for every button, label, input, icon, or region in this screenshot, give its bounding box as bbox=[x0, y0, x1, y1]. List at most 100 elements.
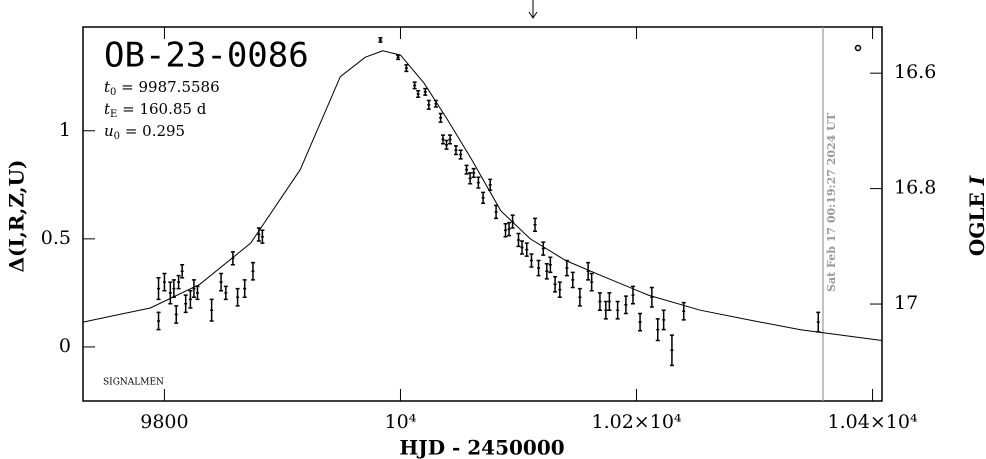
error-bar bbox=[516, 232, 521, 248]
error-bar bbox=[209, 298, 214, 322]
error-bar bbox=[188, 289, 193, 309]
param-text: = 160.85 d bbox=[117, 100, 206, 118]
param-line: u0 = 0.295 bbox=[104, 122, 185, 142]
error-bar bbox=[195, 285, 200, 301]
symbol-marker bbox=[854, 44, 862, 52]
error-bar bbox=[623, 295, 628, 315]
error-bar bbox=[541, 241, 546, 256]
param-symbol: t bbox=[104, 78, 111, 96]
error-bar bbox=[597, 292, 602, 311]
y-tick-label: 1 bbox=[59, 119, 71, 141]
error-bar bbox=[503, 222, 508, 238]
x-tick-label: 1.04×10⁴ bbox=[828, 411, 918, 433]
error-bar bbox=[655, 318, 660, 342]
error-bar bbox=[638, 312, 643, 332]
error-bar bbox=[458, 149, 463, 160]
error-bar bbox=[529, 253, 534, 268]
error-bar bbox=[404, 64, 409, 73]
error-bar bbox=[423, 87, 428, 96]
error-bar bbox=[577, 287, 582, 307]
x-tick-label: 10⁴ bbox=[385, 411, 417, 433]
error-bar bbox=[171, 279, 176, 298]
error-bar bbox=[448, 134, 453, 145]
error-bar bbox=[507, 221, 512, 237]
error-bar bbox=[615, 300, 620, 320]
param-line: tE = 160.85 d bbox=[104, 100, 207, 120]
y2-axis-title-text: OGLE bbox=[965, 192, 986, 256]
error-bar bbox=[440, 134, 445, 145]
chart-title: OB-23-0086 bbox=[104, 36, 309, 76]
error-bar bbox=[176, 274, 181, 290]
error-bar bbox=[471, 167, 476, 178]
x-tick-label: 1.02×10⁴ bbox=[592, 411, 682, 433]
error-bar bbox=[219, 272, 224, 292]
error-bar bbox=[488, 178, 493, 191]
error-bar bbox=[250, 261, 255, 281]
error-bar bbox=[438, 112, 443, 123]
y2-tick-label: 16.8 bbox=[894, 177, 936, 199]
error-bar bbox=[816, 311, 821, 333]
error-bar bbox=[494, 204, 499, 220]
error-bar bbox=[396, 54, 401, 61]
error-bar bbox=[510, 214, 515, 229]
y2-axis-title-band: I bbox=[965, 175, 986, 186]
error-bar bbox=[260, 229, 265, 244]
error-bar bbox=[433, 99, 438, 108]
y2-tick-label: 17 bbox=[894, 292, 918, 314]
error-bar bbox=[603, 300, 608, 320]
error-bar bbox=[235, 287, 240, 307]
error-bar bbox=[649, 286, 654, 308]
error-bar bbox=[481, 191, 486, 204]
error-bar bbox=[607, 292, 612, 311]
y2-axis-title: OGLE I bbox=[965, 175, 986, 256]
error-bar bbox=[586, 261, 591, 281]
error-bar bbox=[242, 279, 247, 298]
param-symbol: u bbox=[104, 122, 114, 140]
error-bar bbox=[183, 294, 188, 314]
param-sub: 0 bbox=[114, 131, 120, 142]
param-symbol: t bbox=[104, 100, 111, 118]
error-bar bbox=[156, 277, 161, 301]
error-bar bbox=[524, 242, 529, 257]
error-bar bbox=[533, 217, 538, 233]
arrow bbox=[528, 0, 538, 19]
error-bar bbox=[476, 176, 481, 189]
error-bar bbox=[444, 139, 449, 150]
plot-frame bbox=[82, 26, 883, 402]
error-bar bbox=[661, 309, 666, 331]
model-curve bbox=[82, 50, 883, 341]
error-bar bbox=[564, 259, 569, 277]
error-bar bbox=[681, 301, 686, 321]
timestamp: Sat Feb 17 00:19:27 2024 UT bbox=[825, 112, 838, 292]
error-bar bbox=[416, 90, 421, 99]
error-bar bbox=[468, 172, 473, 185]
error-bar bbox=[669, 334, 674, 367]
error-bar bbox=[630, 285, 635, 305]
error-bar bbox=[464, 164, 469, 175]
error-bar bbox=[191, 279, 196, 298]
error-bar bbox=[426, 99, 431, 110]
error-bar bbox=[156, 311, 161, 331]
param-text: = 9987.5586 bbox=[116, 78, 219, 96]
error-bar bbox=[174, 305, 179, 324]
y2-tick-label: 16.6 bbox=[894, 61, 936, 83]
x-axis-title: HJD - 2450000 bbox=[399, 436, 564, 459]
y-axis-title: Δ(I,R,Z,U) bbox=[5, 160, 29, 273]
error-bar bbox=[557, 281, 562, 298]
error-bar bbox=[256, 227, 261, 242]
error-bar bbox=[453, 145, 458, 156]
param-sub: 0 bbox=[110, 87, 116, 98]
error-bar bbox=[180, 264, 185, 279]
x-tick-label: 9800 bbox=[140, 411, 188, 433]
error-bar bbox=[230, 251, 235, 266]
param-sub: E bbox=[110, 109, 117, 120]
error-bar bbox=[544, 262, 549, 280]
error-bar bbox=[412, 81, 417, 90]
error-bar bbox=[223, 285, 228, 301]
param-text: = 0.295 bbox=[120, 122, 185, 140]
error-bar bbox=[162, 272, 167, 292]
note: SIGNALMEN bbox=[103, 378, 164, 388]
error-bar bbox=[168, 281, 173, 305]
